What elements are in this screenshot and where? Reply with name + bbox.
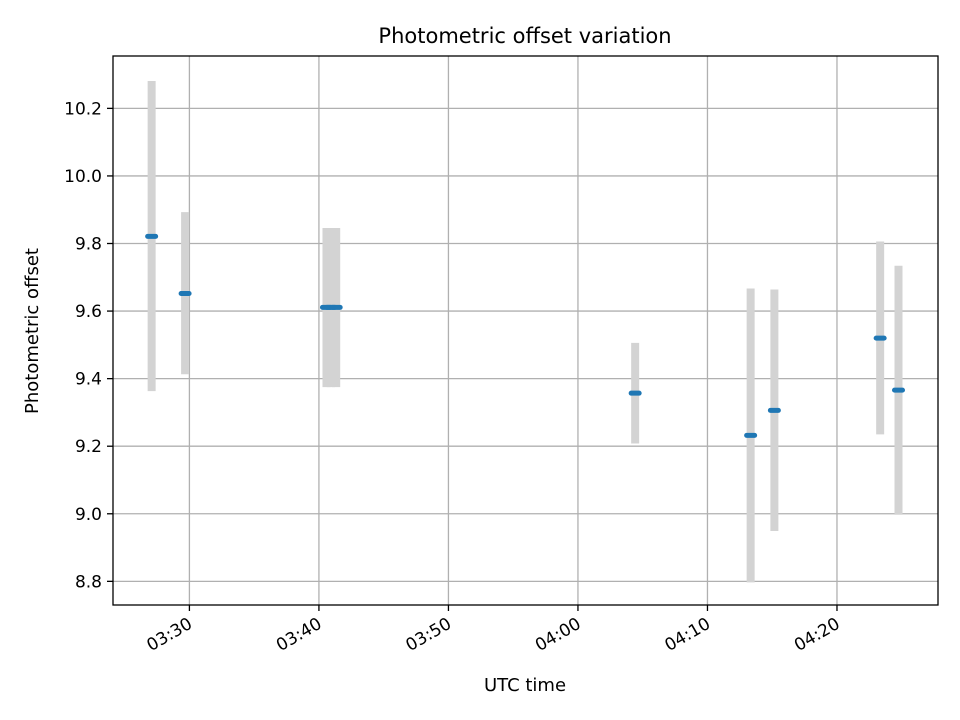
y-tick-label: 9.8 <box>75 235 102 255</box>
y-tick-label: 9.0 <box>75 505 102 525</box>
y-tick-label: 8.8 <box>75 572 102 592</box>
y-tick-label: 10.0 <box>64 167 102 187</box>
chart-title: Photometric offset variation <box>378 24 671 48</box>
y-tick-label: 10.2 <box>64 99 102 119</box>
plot-frame <box>112 55 939 606</box>
y-tick-label: 9.4 <box>75 370 102 390</box>
x-axis-label: UTC time <box>484 675 566 696</box>
y-tick-label: 9.2 <box>75 437 102 457</box>
y-tick-label: 9.6 <box>75 302 102 322</box>
grid-layer <box>113 56 938 605</box>
y-axis-label: Photometric offset <box>22 248 43 414</box>
point-layer <box>145 233 905 438</box>
